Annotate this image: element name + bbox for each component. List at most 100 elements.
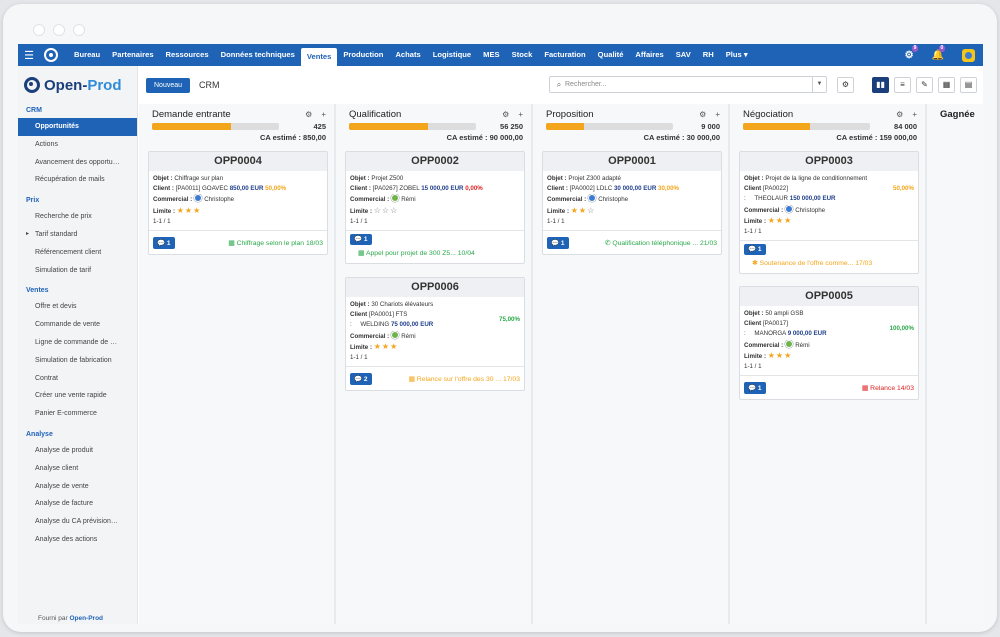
priority-stars[interactable]: ★★★ [767, 350, 793, 360]
add-icon[interactable]: + [715, 110, 720, 119]
priority-stars[interactable]: ★★★ [176, 205, 202, 215]
card-objet: Chiffrage sur plan [174, 175, 224, 182]
gear-icon[interactable]: ⚙ [896, 110, 904, 119]
sidebar-item[interactable]: Contrat [35, 374, 58, 382]
sidebar-item[interactable]: Actions [35, 140, 58, 148]
user-avatar-icon[interactable] [962, 48, 975, 62]
nav-item[interactable]: Affaires [635, 50, 664, 59]
nav-item[interactable]: Logistique [432, 50, 472, 59]
sidebar-item[interactable]: Analyse client [35, 464, 79, 472]
next-action-link[interactable]: ✆ Qualification téléphonique ... 21/03 [604, 239, 717, 247]
next-action-link[interactable]: ✱ Soutenance de l'offre comme... 17/03 [752, 260, 873, 268]
add-icon[interactable]: + [912, 110, 917, 119]
sidebar-item[interactable]: Simulation de fabrication [35, 356, 112, 364]
sidebar-item[interactable]: Référencement client [35, 248, 102, 256]
limite-label: Limite : [744, 352, 767, 360]
gear-icon[interactable]: ⚙ [305, 110, 313, 119]
opportunity-card[interactable]: OPP0003 Objet : Projet de la ligne de co… [739, 151, 919, 275]
sidebar-item[interactable]: Analyse de produit [35, 446, 93, 454]
next-action-link[interactable]: ▦ Chiffrage selon le plan 18/03 [228, 239, 323, 247]
next-action-link[interactable]: ▦ Relance 14/03 [861, 384, 914, 392]
sidebar-item[interactable]: Ligne de commande de ve... [35, 338, 124, 346]
brand-logo[interactable]: Open-Prod [18, 66, 137, 104]
kanban-view-icon[interactable]: ▮▮ [872, 77, 889, 93]
nav-item[interactable]: Partenaires [112, 50, 154, 59]
kanban-board: Demande entrante ⚙ + 425 CA estimé : 850,0… [139, 104, 983, 624]
priority-stars[interactable]: ★★★ [373, 341, 399, 351]
sidebar-item[interactable]: Avancement des opportuni... [35, 158, 124, 166]
gear-icon[interactable]: ⚙ [502, 110, 510, 119]
sidebar-item[interactable]: Analyse de facture [35, 500, 93, 508]
nav-item[interactable]: Facturation [544, 50, 586, 59]
nav-item[interactable]: Production [343, 50, 384, 59]
next-action-link[interactable]: ▦ Appel pour projet de 300 Z5... 10/04 [358, 250, 475, 258]
new-button[interactable]: Nouveau [146, 77, 191, 93]
comments-button[interactable]: 💬 1 [744, 244, 766, 256]
sidebar-item[interactable]: Panier E-commerce [35, 410, 97, 418]
edit-view-icon[interactable]: ✎ [916, 77, 933, 93]
search-input[interactable]: Rechercher... [565, 81, 607, 88]
app-logo-icon[interactable] [44, 48, 58, 62]
card-commercial: Christophe [204, 196, 235, 204]
card-amount: 850,00 EUR [229, 185, 264, 193]
sidebar-item[interactable]: Recherche de prix [35, 213, 92, 221]
add-icon[interactable]: + [321, 110, 326, 119]
bell-icon[interactable]: 🔔 0 [931, 44, 946, 61]
priority-stars[interactable]: ★★☆ [570, 205, 596, 215]
nav-item[interactable]: Plus ▾ [725, 50, 748, 59]
next-action-link[interactable]: ▦ Relance sur l'offre des 30 ... 17/03 [408, 375, 520, 383]
sidebar-item[interactable]: Opportunités [18, 118, 137, 136]
nav-item[interactable]: Ressources [165, 50, 209, 59]
gear-icon[interactable]: ⚙ [837, 77, 854, 93]
sidebar-item[interactable]: Tarif standard [18, 226, 137, 244]
comments-button[interactable]: 💬 1 [350, 234, 372, 246]
opportunity-card[interactable]: OPP0004 Objet : Chiffrage sur plan Clien… [148, 151, 328, 256]
priority-stars[interactable]: ☆☆☆ [373, 205, 399, 215]
comments-button[interactable]: 💬 1 [153, 236, 175, 249]
opportunity-card[interactable]: OPP0006 Objet : 30 Chariots élévateurs C… [345, 277, 525, 392]
add-icon[interactable]: + [518, 110, 523, 119]
search-box[interactable]: ⌕ Rechercher... ▼ [549, 76, 827, 93]
nav-item[interactable]: Qualité [597, 50, 624, 59]
nav-item[interactable]: Stock [511, 50, 533, 59]
sidebar-section-title[interactable]: Ventes [26, 287, 49, 295]
opportunity-card[interactable]: OPP0001 Objet : Projet Z300 adapté Clien… [542, 151, 722, 256]
nav-item[interactable]: Données techniques [220, 50, 295, 59]
nav-item[interactable]: RH [702, 50, 714, 59]
comments-button[interactable]: 💬 2 [350, 372, 372, 385]
opportunity-card[interactable]: OPP0005 Objet : 50 ampli GSB Client [PA0… [739, 286, 919, 401]
footer-brand-link[interactable]: Open-Prod [69, 615, 104, 622]
priority-stars[interactable]: ★★★ [767, 215, 793, 225]
sidebar-item[interactable]: Créer une vente rapide [35, 392, 107, 400]
card-client: [PA0001] FTS [368, 311, 408, 319]
menu-icon[interactable]: ☰ [24, 49, 34, 62]
form-view-icon[interactable]: ▤ [960, 77, 977, 93]
sidebar-item[interactable]: Récupération de mails [35, 176, 105, 184]
chevron-down-icon[interactable]: ▼ [812, 77, 826, 92]
sidebar-section-title[interactable]: CRM [26, 107, 42, 114]
sidebar-section-title[interactable]: Analyse [26, 430, 53, 438]
nav-item[interactable]: Achats [395, 50, 421, 59]
opportunity-card[interactable]: OPP0002 Objet : Projet Z500 Client : [PA… [345, 151, 525, 265]
comments-button[interactable]: 💬 1 [547, 236, 569, 249]
nav-item[interactable]: SAV [675, 50, 691, 59]
nav-item[interactable]: MES [483, 50, 500, 59]
sidebar-item[interactable]: Simulation de tarif [35, 266, 92, 274]
gear-icon[interactable]: ⚙ [699, 110, 707, 119]
nav-item[interactable]: Ventes [300, 48, 338, 66]
commercial-label: Commercial : [744, 341, 784, 349]
calendar-view-icon[interactable]: ▦ [938, 77, 955, 93]
card-percent: 50,00% [893, 185, 914, 193]
nav-item[interactable]: Bureau [74, 50, 101, 59]
sidebar-section-title[interactable]: Prix [26, 197, 40, 205]
sidebar-item[interactable]: Analyse du CA prévisionnel [35, 518, 121, 526]
sidebar-item[interactable]: Analyse de vente [35, 482, 89, 490]
card-pager: 1-1 / 1 [350, 354, 368, 362]
settings-icon[interactable]: ⚙ 9 [904, 44, 919, 61]
list-view-icon[interactable]: ≡ [894, 77, 911, 93]
sidebar-item[interactable]: Commande de vente [35, 321, 100, 329]
comments-button[interactable]: 💬 1 [744, 381, 766, 394]
sidebar-item[interactable]: Offre et devis [35, 303, 77, 311]
sidebar-item[interactable]: Analyse des actions [35, 535, 98, 543]
card-client-name: MANORGA [754, 330, 786, 338]
